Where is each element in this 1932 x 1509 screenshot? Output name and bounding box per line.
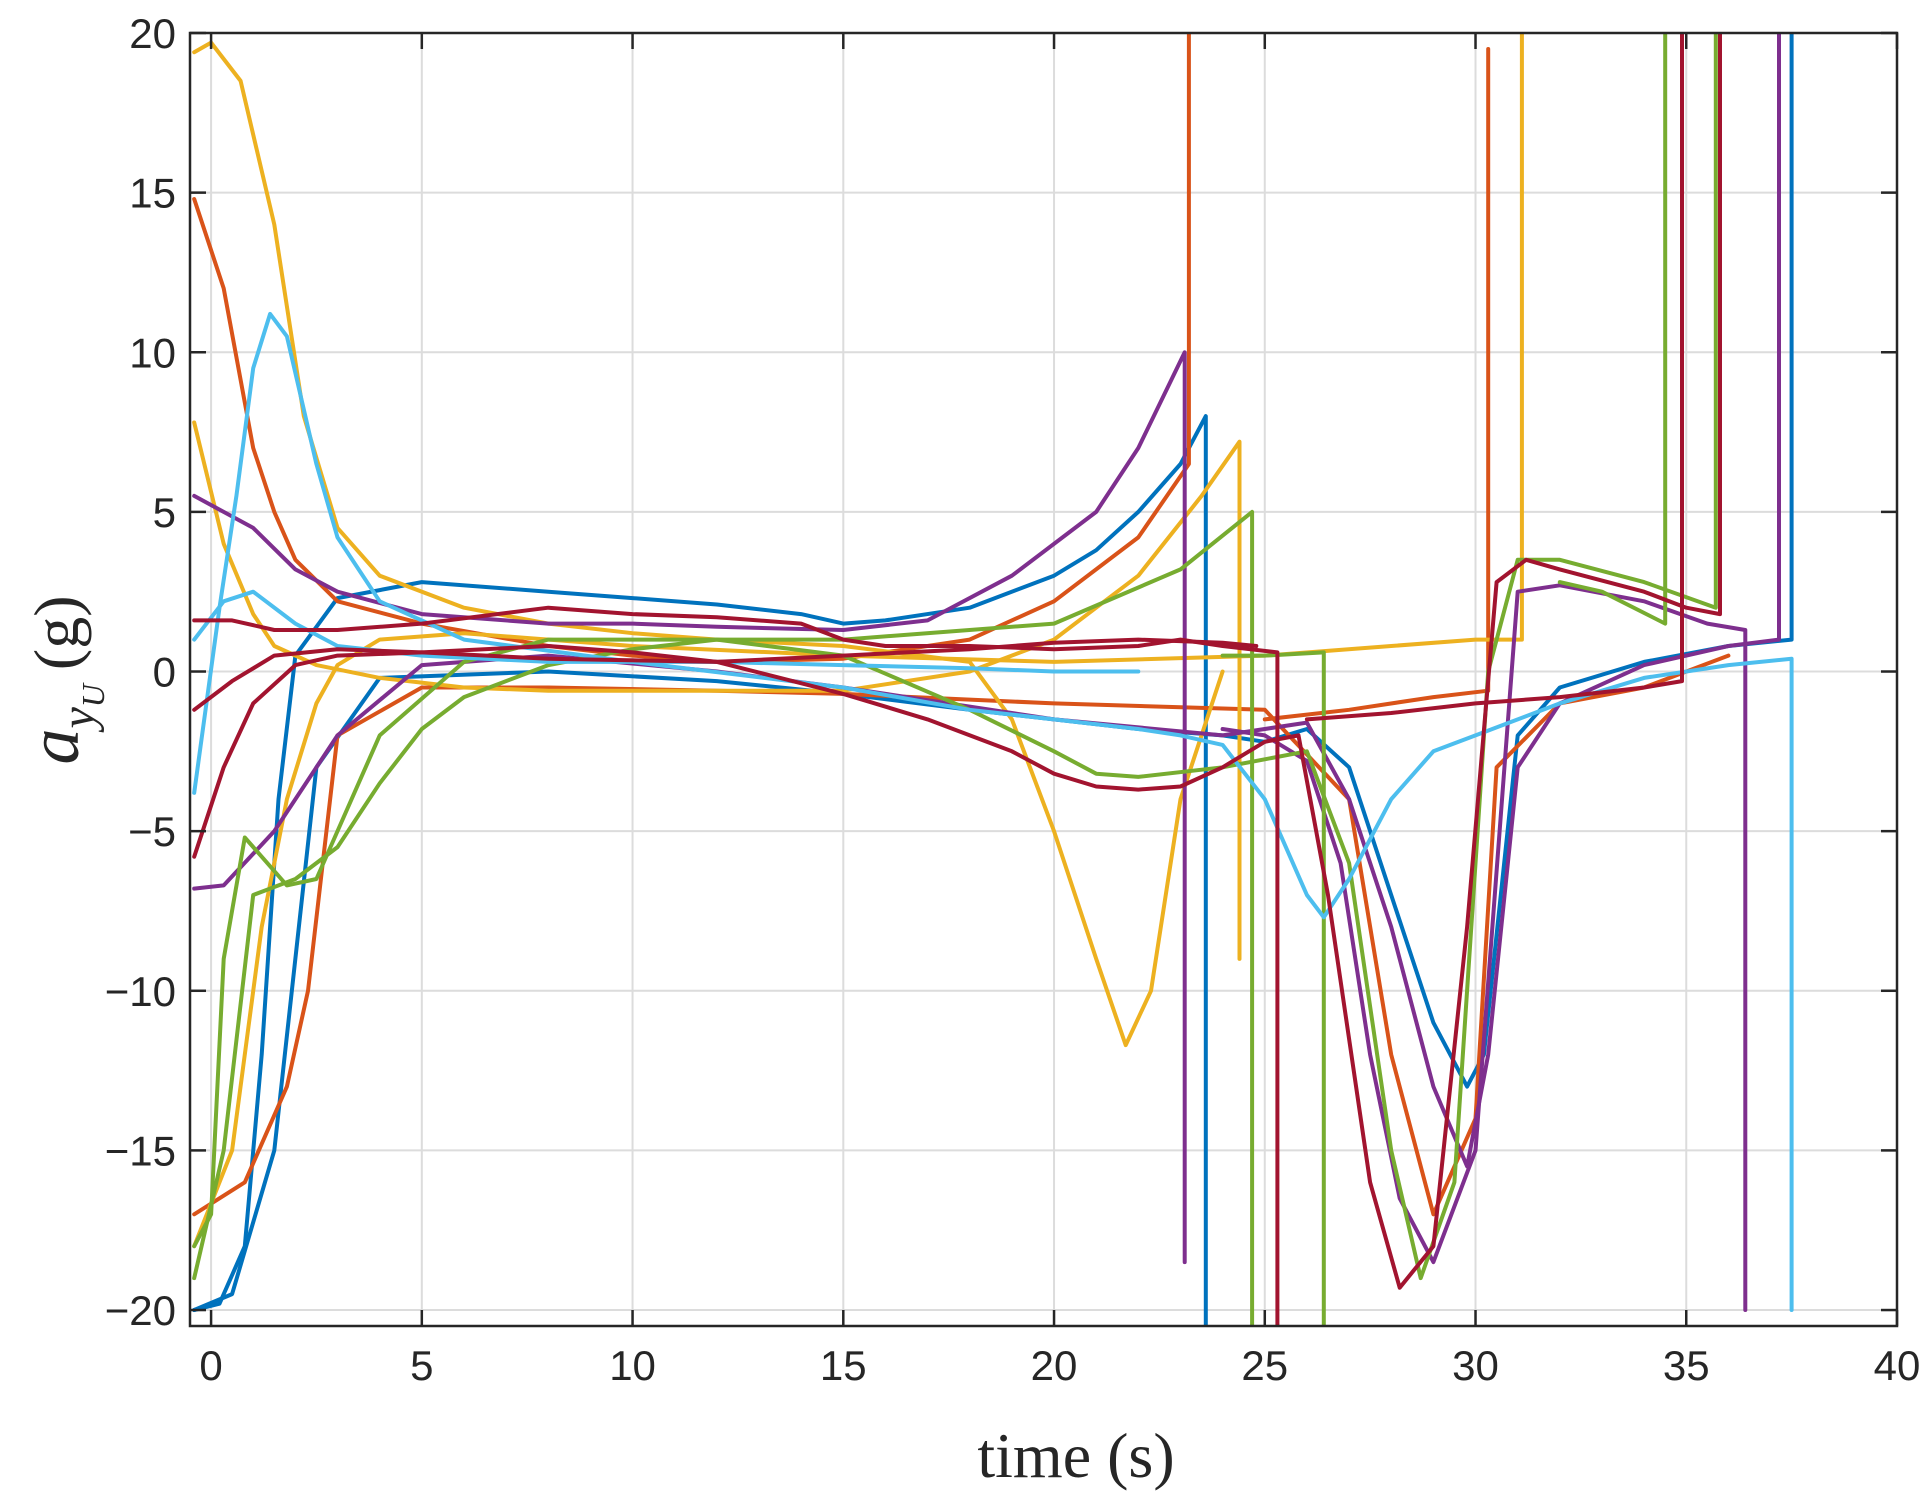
series-line-12 (192, 509, 1255, 1326)
series-line-20 (192, 637, 1259, 712)
y-tick-label: 15 (129, 170, 176, 217)
x-tick-label: 25 (1241, 1342, 1288, 1389)
series-line-13 (192, 33, 1718, 1281)
svg-text:ayU(g): ayU (g) (14, 595, 111, 764)
series-line-4 (192, 653, 1731, 1217)
y-tick-label: 0 (153, 649, 176, 696)
x-tick-label: 0 (199, 1342, 222, 1389)
x-tick-label: 30 (1452, 1342, 1499, 1389)
x-tick-label: 35 (1663, 1342, 1710, 1389)
y-tick-label: 20 (129, 10, 176, 57)
series-line-14 (1220, 650, 1326, 1326)
x-axis-label: time (s) (977, 1420, 1174, 1491)
series-line-17 (192, 589, 1141, 674)
series-line-1 (192, 414, 1208, 1326)
series-group (192, 33, 1794, 1326)
x-tick-label: 10 (609, 1342, 656, 1389)
y-tick-labels: −20 −15 −10 −5 0 5 10 15 20 (105, 10, 176, 1334)
x-tick-labels: 0 5 10 15 20 25 30 35 40 (199, 1342, 1920, 1389)
y-tick-label: −20 (105, 1287, 176, 1334)
y-tick-label: 5 (153, 489, 176, 536)
y-label-main: a (14, 729, 94, 765)
series-line-10 (192, 33, 1781, 1169)
y-tick-label: 10 (129, 329, 176, 376)
y-label-sub: y (52, 707, 105, 734)
x-tick-label: 40 (1874, 1342, 1921, 1389)
x-tick-label: 15 (820, 1342, 867, 1389)
series-line-16 (192, 311, 1794, 1312)
x-tick-label: 5 (410, 1342, 433, 1389)
y-axis-label: ayU (g) (14, 595, 111, 764)
series-line-21 (1304, 33, 1684, 722)
y-tick-label: −10 (105, 968, 176, 1015)
series-line-5 (1262, 47, 1491, 722)
series-line-18 (192, 605, 1280, 1326)
axes-box (188, 31, 1899, 1328)
ticks (190, 31, 1899, 1326)
series-line-9 (192, 350, 1187, 1265)
series-line-15 (1557, 33, 1668, 626)
series-line-3 (192, 33, 1191, 664)
x-tick-label: 20 (1031, 1342, 1078, 1389)
y-tick-label: −15 (105, 1127, 176, 1174)
y-label-unit: (g) (21, 595, 92, 670)
y-tick-label: −5 (128, 808, 176, 855)
series-line-7 (192, 420, 1242, 961)
y-label-subsub: U (75, 682, 111, 707)
series-line-11 (1220, 583, 1748, 1312)
series-line-6 (192, 40, 1225, 1048)
